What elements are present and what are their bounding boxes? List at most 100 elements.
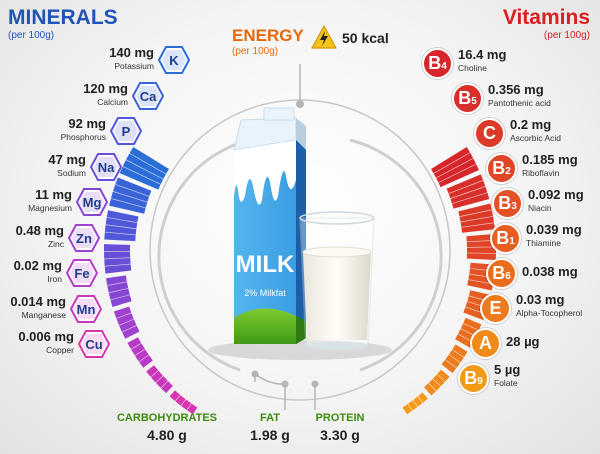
hexagon-shape bbox=[158, 46, 190, 74]
hexagon-fill bbox=[114, 121, 138, 141]
vitamin-name: Folate bbox=[494, 378, 518, 388]
mineral-bars bbox=[104, 146, 198, 415]
mineral-symbol: Ca bbox=[140, 89, 157, 104]
vitamin-name: Riboflavin bbox=[522, 168, 560, 178]
vitamin-row: B3 0.092 mg Niacin bbox=[492, 187, 598, 219]
mineral-symbol: Na bbox=[98, 160, 115, 175]
macro-label-carbohydrates: CARBOHYDRATES bbox=[116, 412, 218, 424]
vitamin-subscript: 6 bbox=[505, 271, 511, 282]
mineral-bar bbox=[109, 177, 152, 214]
energy-dot bbox=[296, 100, 304, 108]
vitamin-badge: B1 bbox=[490, 223, 521, 254]
hexagon-fill bbox=[70, 263, 94, 283]
mineral-amount: 120 mg bbox=[83, 80, 128, 96]
vitamin-badge: B3 bbox=[492, 188, 523, 219]
mineral-bar-divider bbox=[130, 342, 142, 350]
mineral-symbol: Mg bbox=[83, 195, 102, 210]
mineral-row-magnesium: 11 mg Magnesium Mg bbox=[0, 187, 112, 218]
mineral-amount: 47 mg bbox=[48, 151, 86, 167]
vitamin-row: B5 0.356 mg Pantothenic acid bbox=[452, 82, 598, 114]
vitamin-bar-divider bbox=[461, 222, 495, 228]
mineral-bar-divider bbox=[125, 159, 164, 180]
hexagon-fill bbox=[94, 156, 118, 177]
energy-subtitle: (per 100g) bbox=[232, 46, 279, 57]
mineral-name: Magnesium bbox=[28, 203, 72, 213]
mineral-bar bbox=[104, 210, 139, 242]
mineral-symbol: Mn bbox=[77, 302, 96, 317]
mineral-name: Iron bbox=[47, 274, 62, 284]
macro-label-fat: FAT bbox=[260, 412, 280, 424]
milk-glass bbox=[299, 211, 375, 350]
mineral-hexagon-badge: Zn bbox=[68, 223, 100, 252]
hexagon-fill bbox=[74, 298, 98, 319]
vitamin-row: A 28 µg bbox=[470, 328, 598, 359]
vitamin-badge: C bbox=[474, 118, 505, 149]
vitamin-letter: B bbox=[498, 193, 512, 213]
mineral-bar-divider bbox=[105, 224, 137, 230]
mineral-bar-divider bbox=[107, 281, 127, 286]
vitamin-name: Alpha-Tocopherol bbox=[516, 308, 583, 318]
mineral-bar-divider bbox=[122, 166, 161, 185]
vitamin-letter: B bbox=[428, 53, 442, 73]
mineral-bar-divider bbox=[174, 394, 181, 402]
mineral-bar-divider bbox=[118, 318, 134, 326]
mineral-bar-divider bbox=[104, 231, 136, 236]
mineral-name: Manganese bbox=[21, 309, 66, 320]
outer-arc bbox=[299, 99, 451, 401]
mineral-bar-divider bbox=[110, 294, 130, 301]
mineral-hexagon-badge: Fe bbox=[66, 259, 98, 287]
mineral-bar-divider bbox=[186, 403, 192, 411]
mineral-amount: 11 mg bbox=[35, 187, 72, 202]
mineral-amount: 0.02 mg bbox=[13, 258, 62, 273]
hexagon-shape bbox=[132, 81, 164, 110]
hexagon-fill bbox=[162, 50, 186, 70]
macro-connector bbox=[254, 373, 286, 385]
vitamin-letter: B bbox=[458, 88, 472, 108]
mineral-amount: 92 mg bbox=[68, 116, 106, 131]
mineral-name: Calcium bbox=[97, 96, 128, 107]
vitamins-title: Vitamins bbox=[502, 6, 590, 29]
macro-value-fat: 1.98 g bbox=[250, 427, 290, 443]
vitamins-subtitle: (per 100g) bbox=[543, 30, 590, 41]
mineral-bar-divider bbox=[108, 288, 129, 294]
vitamin-amount: 0.356 mg bbox=[488, 82, 544, 97]
mineral-name: Copper bbox=[46, 345, 74, 355]
vitamin-bar-divider bbox=[460, 215, 494, 223]
hexagon-fill bbox=[80, 192, 104, 212]
vitamin-bar-divider bbox=[459, 209, 492, 217]
outer-arc bbox=[149, 99, 301, 401]
mineral-row-potassium: 140 mg Potassium K bbox=[0, 45, 194, 76]
vitamin-letter: A bbox=[479, 333, 492, 353]
mineral-symbol: Fe bbox=[74, 266, 89, 281]
vitamin-amount: 5 µg bbox=[494, 362, 521, 377]
mineral-bar-divider bbox=[104, 263, 131, 267]
vitamin-bar-divider bbox=[417, 396, 424, 403]
vitamin-amount: 0.092 mg bbox=[528, 187, 584, 202]
mineral-hexagon-badge: Mg bbox=[76, 188, 108, 216]
hexagon-shape bbox=[78, 330, 110, 358]
vitamin-row: B4 16.4 mg Choline bbox=[422, 47, 598, 79]
macro-label-protein: PROTEIN bbox=[315, 412, 365, 424]
vitamin-name: Choline bbox=[458, 63, 487, 73]
carton-fat-label: 2% Milkfat bbox=[244, 288, 286, 298]
vitamin-bar-divider bbox=[407, 403, 413, 411]
macro-dot bbox=[281, 380, 289, 388]
mineral-bar-divider bbox=[106, 217, 138, 223]
mineral-symbol: Zn bbox=[76, 231, 92, 246]
mineral-hexagon-badge: K bbox=[158, 46, 190, 74]
mineral-bar-divider bbox=[129, 153, 167, 175]
vitamin-name: Ascorbic Acid bbox=[510, 133, 562, 143]
vitamin-row: B6 0.038 mg bbox=[486, 258, 598, 289]
vitamin-letter: B bbox=[464, 368, 478, 388]
hexagon-shape bbox=[66, 259, 98, 287]
mineral-amount: 140 mg bbox=[109, 45, 154, 60]
vitamin-amount: 0.038 mg bbox=[522, 264, 578, 279]
mineral-bar-divider bbox=[110, 198, 146, 209]
vitamin-row: B9 5 µg Folate bbox=[458, 362, 598, 394]
mineral-hexagon-badge: P bbox=[110, 117, 142, 145]
mineral-bar bbox=[106, 275, 132, 308]
vitamin-bar-divider bbox=[438, 163, 477, 183]
vitamin-bar-divider bbox=[452, 349, 465, 358]
vitamin-bar-divider bbox=[433, 152, 471, 174]
